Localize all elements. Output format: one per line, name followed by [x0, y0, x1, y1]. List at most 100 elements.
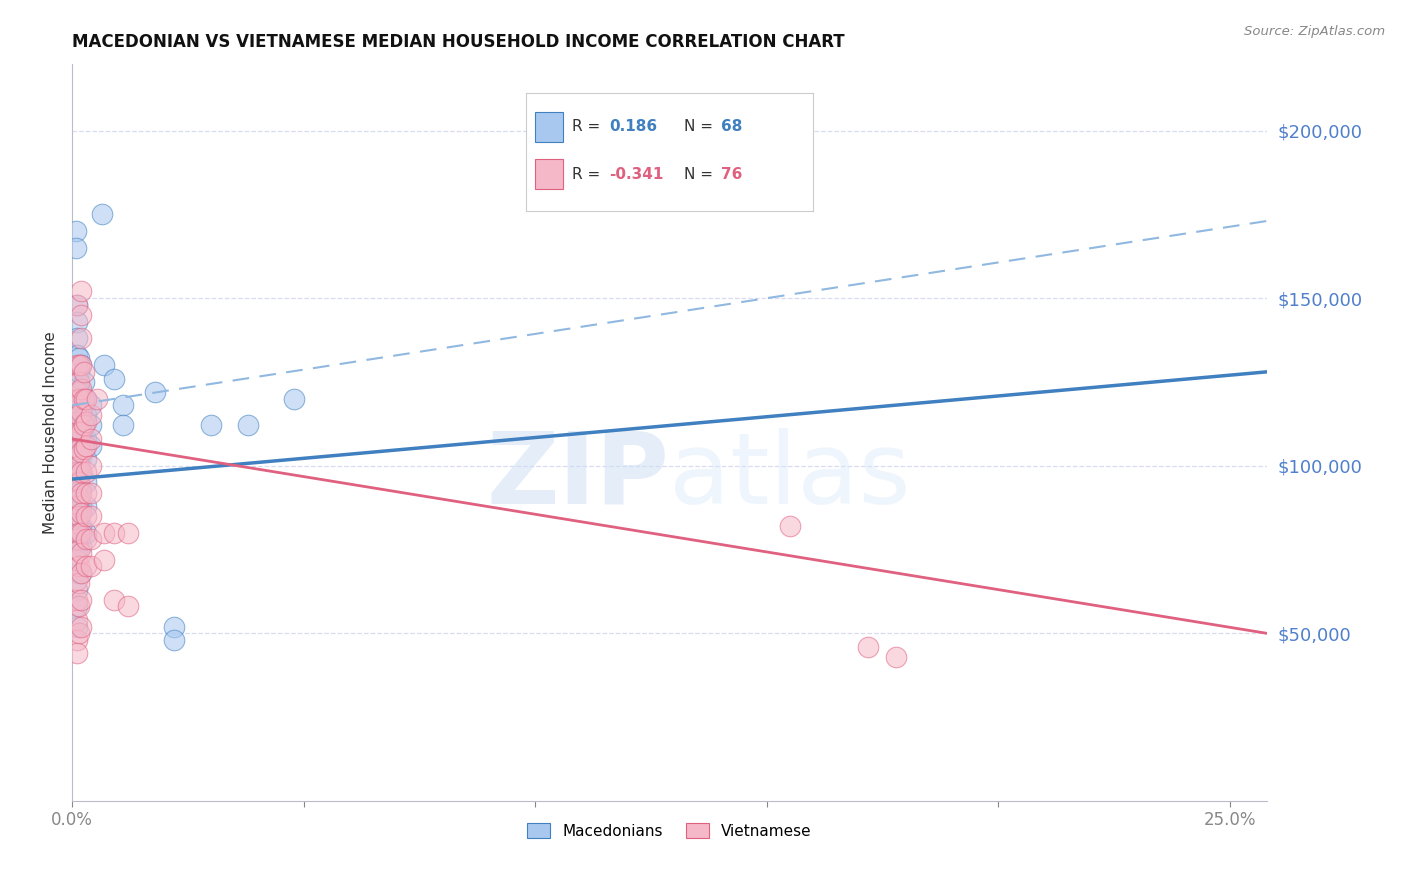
Point — [70, 358, 93, 372]
Point — [67, 392, 90, 406]
Point — [75, 415, 97, 429]
Text: MACEDONIAN VS VIETNAMESE MEDIAN HOUSEHOLD INCOME CORRELATION CHART: MACEDONIAN VS VIETNAMESE MEDIAN HOUSEHOL… — [72, 33, 845, 51]
Text: ZIP: ZIP — [486, 428, 669, 524]
Point — [70, 592, 93, 607]
Point — [66, 398, 89, 412]
Point — [67, 375, 90, 389]
Point — [111, 398, 134, 412]
Point — [70, 449, 93, 463]
Point — [67, 466, 90, 480]
Point — [163, 632, 186, 647]
Point — [236, 418, 259, 433]
Point — [75, 559, 97, 574]
Point — [66, 466, 89, 480]
Point — [143, 384, 166, 399]
Point — [66, 442, 89, 456]
Y-axis label: Median Household Income: Median Household Income — [44, 331, 58, 533]
Point — [75, 392, 97, 406]
Point — [70, 382, 93, 396]
Point — [66, 298, 89, 312]
Point — [884, 649, 907, 664]
Point — [72, 365, 94, 379]
Point — [79, 409, 101, 423]
Point — [93, 358, 115, 372]
Point — [70, 566, 93, 580]
Point — [79, 458, 101, 473]
Point — [66, 425, 89, 440]
Point — [66, 482, 89, 496]
Point — [70, 546, 93, 560]
Point — [75, 485, 97, 500]
Point — [70, 432, 93, 446]
Point — [66, 632, 89, 647]
Point — [75, 533, 97, 547]
Point — [70, 539, 93, 553]
Point — [70, 358, 93, 372]
Point — [67, 482, 90, 496]
Point — [858, 640, 880, 654]
Point — [103, 525, 125, 540]
Point — [70, 566, 93, 580]
Point — [70, 499, 93, 513]
Point — [67, 542, 90, 557]
Point — [79, 559, 101, 574]
Point — [65, 241, 87, 255]
Point — [66, 533, 89, 547]
Point — [75, 508, 97, 523]
Point — [70, 285, 93, 299]
Point — [67, 442, 90, 456]
Point — [66, 458, 89, 473]
Point — [91, 207, 114, 221]
Point — [66, 348, 89, 362]
Point — [70, 384, 93, 399]
Point — [66, 599, 89, 614]
Point — [79, 485, 101, 500]
Point — [66, 647, 89, 661]
Point — [67, 458, 90, 473]
Point — [72, 442, 94, 456]
Point — [67, 384, 90, 399]
Point — [67, 358, 90, 372]
Point — [70, 445, 93, 459]
Point — [72, 442, 94, 456]
Point — [66, 516, 89, 530]
Point — [66, 525, 89, 540]
Point — [67, 449, 90, 463]
Point — [66, 508, 89, 523]
Point — [70, 525, 93, 540]
Point — [67, 398, 90, 412]
Point — [66, 499, 89, 513]
Point — [67, 425, 90, 440]
Point — [75, 392, 97, 406]
Point — [72, 398, 94, 412]
Point — [72, 418, 94, 433]
Point — [283, 392, 305, 406]
Point — [66, 592, 89, 607]
Point — [66, 358, 89, 372]
Legend: Macedonians, Vietnamese: Macedonians, Vietnamese — [522, 817, 818, 845]
Point — [72, 392, 94, 406]
Point — [67, 409, 90, 423]
Point — [66, 582, 89, 597]
Point — [67, 525, 90, 540]
Point — [70, 398, 93, 412]
Point — [117, 599, 139, 614]
Point — [75, 475, 97, 490]
Point — [66, 492, 89, 507]
Point — [70, 308, 93, 322]
Point — [79, 533, 101, 547]
Point — [75, 432, 97, 446]
Point — [86, 392, 108, 406]
Point — [67, 365, 90, 379]
Text: atlas: atlas — [669, 428, 911, 524]
Point — [66, 542, 89, 557]
Point — [75, 525, 97, 540]
Point — [93, 552, 115, 566]
Point — [70, 506, 93, 520]
Point — [66, 466, 89, 480]
Point — [79, 418, 101, 433]
Point — [111, 418, 134, 433]
Point — [67, 432, 90, 446]
Point — [70, 482, 93, 496]
Point — [66, 613, 89, 627]
